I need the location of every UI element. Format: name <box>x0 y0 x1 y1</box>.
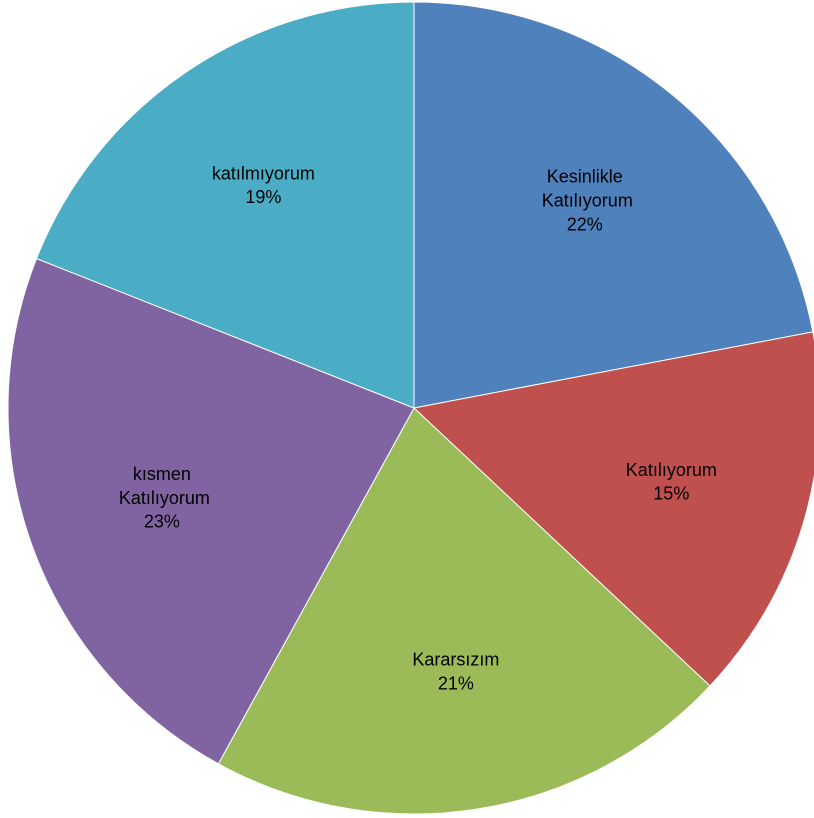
pie-slice <box>35 1 415 409</box>
slice-label: kısmen Katılıyorum <box>114 464 210 508</box>
pie-slice <box>412 331 814 687</box>
slice-label: Kesinlikle Katılıyorum <box>537 166 633 210</box>
slice-label: Katılıyorum <box>626 460 717 480</box>
pie-slice <box>413 1 814 409</box>
slice-label: Kararsızım <box>412 649 499 669</box>
slice-value-label: 15% <box>653 484 689 504</box>
pie-slice <box>7 257 415 765</box>
pie-slice <box>217 407 711 815</box>
slice-value-label: 22% <box>567 214 603 234</box>
slice-value-label: 19% <box>245 187 281 207</box>
slice-value-label: 23% <box>144 512 180 532</box>
slice-label: katılmıyorum <box>212 163 315 183</box>
slice-value-label: 21% <box>438 673 474 693</box>
